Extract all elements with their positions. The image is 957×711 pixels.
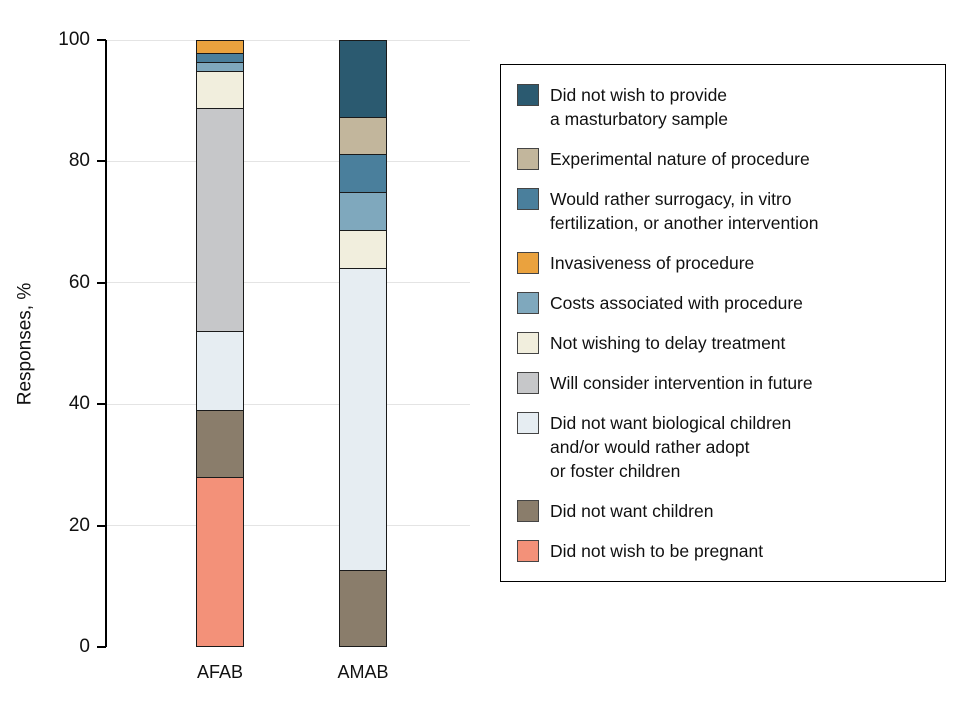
legend-swatch-pregnant	[517, 540, 539, 562]
bar-segment-future	[197, 107, 243, 332]
legend-label-experimental: Experimental nature of procedure	[550, 149, 810, 169]
legend-swatch-biological	[517, 412, 539, 434]
bar-segment-biological	[340, 267, 386, 571]
y-tick-label-100: 100	[58, 29, 90, 50]
y-tick-label-0: 0	[79, 636, 90, 657]
legend-item-experimental: Experimental nature of procedure	[517, 147, 929, 171]
legend-label-surrogacy: Would rather surrogacy, in vitro fertili…	[550, 189, 819, 233]
y-axis-title-wrap: Responses, %	[8, 40, 42, 647]
y-tick-mark	[97, 403, 106, 406]
bar-segment-masturbatory	[340, 41, 386, 117]
legend-label-pregnant: Did not wish to be pregnant	[550, 541, 764, 561]
legend-label-future: Will consider intervention in future	[550, 373, 813, 393]
bar-afab	[196, 40, 244, 647]
bar-segment-pregnant	[197, 476, 243, 646]
legend-swatch-delay	[517, 332, 539, 354]
legend-item-surrogacy: Would rather surrogacy, in vitro fertili…	[517, 187, 929, 235]
bar-segment-experimental	[340, 116, 386, 155]
y-tick-label-80: 80	[68, 150, 90, 172]
legend-item-pregnant: Did not wish to be pregnant	[517, 539, 929, 563]
legend-item-invasiveness: Invasiveness of procedure	[517, 251, 929, 275]
gridline-100	[107, 39, 470, 41]
bar-segment-biological	[197, 331, 243, 410]
plot-area: AFAB AMAB	[97, 39, 470, 682]
gridline-60	[107, 282, 470, 284]
legend-label-biological: Did not want biological children and/or …	[550, 413, 792, 481]
legend-swatch-masturbatory	[517, 84, 539, 106]
x-category-label-afab: AFAB	[196, 662, 244, 682]
legend-item-costs: Costs associated with procedure	[517, 291, 929, 315]
bar-segment-surrogacy	[197, 53, 243, 63]
legend-swatch-costs	[517, 292, 539, 314]
y-tick-mark	[97, 646, 106, 648]
bar-segment-costs	[197, 62, 243, 72]
y-tick-mark	[97, 281, 106, 284]
legend-item-children: Did not want children	[517, 499, 929, 523]
legend-swatch-surrogacy	[517, 188, 539, 210]
legend-label-costs: Costs associated with procedure	[550, 293, 803, 313]
legend-label-delay: Not wishing to delay treatment	[550, 333, 786, 353]
y-tick-label-20: 20	[68, 514, 90, 536]
bar-segment-costs	[340, 192, 386, 231]
legend-item-biological: Did not want biological children and/or …	[517, 411, 929, 483]
legend-label-invasiveness: Invasiveness of procedure	[550, 253, 755, 273]
bar-segment-surrogacy	[340, 154, 386, 193]
y-tick-label-40: 40	[68, 393, 90, 415]
legend-label-masturbatory: Did not wish to provide a masturbatory s…	[550, 85, 728, 129]
y-tick-mark	[97, 160, 106, 163]
gridline-80	[107, 160, 470, 162]
y-axis-title: Responses, %	[14, 282, 36, 405]
bar-segment-delay	[197, 71, 243, 108]
legend-item-future: Will consider intervention in future	[517, 371, 929, 395]
legend-swatch-experimental	[517, 148, 539, 170]
legend-swatch-children	[517, 500, 539, 522]
bar-amab	[339, 40, 387, 647]
y-tick-mark	[97, 39, 106, 41]
y-tick-label-60: 60	[68, 271, 90, 293]
bar-segment-delay	[340, 230, 386, 268]
x-category-label-amab: AMAB	[337, 662, 389, 682]
legend-swatch-future	[517, 372, 539, 394]
legend-item-delay: Not wishing to delay treatment	[517, 331, 929, 355]
bar-segment-children	[340, 570, 386, 646]
legend-item-masturbatory: Did not wish to provide a masturbatory s…	[517, 83, 929, 131]
legend: Did not wish to provide a masturbatory s…	[500, 64, 946, 582]
legend-swatch-invasiveness	[517, 252, 539, 274]
bar-segment-invasiveness	[197, 41, 243, 54]
y-tick-mark	[97, 524, 106, 527]
bar-segment-children	[197, 410, 243, 477]
legend-label-children: Did not want children	[550, 501, 714, 521]
gridline-20	[107, 525, 470, 527]
gridline-40	[107, 403, 470, 405]
